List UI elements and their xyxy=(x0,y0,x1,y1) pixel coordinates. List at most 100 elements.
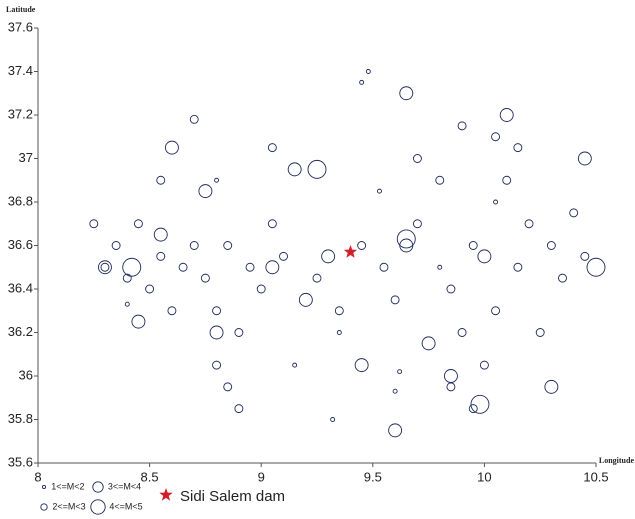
event-marker xyxy=(586,257,606,277)
event-marker xyxy=(479,360,489,370)
event-marker xyxy=(493,199,499,205)
y-tick-label: 35.8 xyxy=(8,411,33,426)
event-marker xyxy=(98,260,112,275)
y-tick-label: 36.4 xyxy=(8,280,33,295)
y-tick-label: 37 xyxy=(19,150,33,165)
event-marker xyxy=(513,262,523,272)
dam-marker xyxy=(343,245,358,258)
event-marker xyxy=(499,108,514,122)
event-marker xyxy=(298,292,313,307)
event-marker xyxy=(513,143,523,153)
event-marker xyxy=(502,175,512,185)
legend-label: 2<=M<3 xyxy=(52,501,85,511)
event-marker xyxy=(178,262,188,272)
event-marker xyxy=(145,284,155,294)
event-marker xyxy=(234,404,244,414)
event-marker xyxy=(214,177,220,183)
event-marker xyxy=(544,379,559,394)
event-marker xyxy=(223,382,233,392)
event-marker xyxy=(307,159,327,179)
event-marker xyxy=(388,423,403,438)
event-marker xyxy=(292,362,298,368)
event-marker xyxy=(234,328,244,337)
event-marker xyxy=(164,140,179,155)
event-marker xyxy=(212,306,222,316)
event-marker xyxy=(446,284,456,294)
event-marker xyxy=(223,241,233,250)
event-marker xyxy=(89,219,99,229)
legend-label: 3<=M<4 xyxy=(108,481,141,491)
event-marker xyxy=(390,295,400,305)
event-marker xyxy=(156,175,166,185)
x-tick-label: 9 xyxy=(258,469,265,484)
event-marker xyxy=(491,306,501,316)
event-marker xyxy=(212,360,222,370)
event-marker xyxy=(580,251,590,261)
event-marker xyxy=(124,301,130,307)
y-tick-label: 37.6 xyxy=(8,19,33,34)
legend-star xyxy=(159,488,173,501)
event-marker xyxy=(397,369,403,375)
event-marker xyxy=(377,188,382,194)
event-marker xyxy=(399,238,414,253)
event-marker xyxy=(437,264,443,270)
event-marker xyxy=(392,388,398,394)
legend-marker xyxy=(92,481,104,493)
event-marker xyxy=(267,219,277,229)
event-marker xyxy=(256,284,266,294)
event-marker xyxy=(334,306,344,316)
event-marker xyxy=(122,257,142,277)
legend-label: 1<=M<2 xyxy=(51,481,84,491)
event-marker xyxy=(321,249,336,264)
event-marker xyxy=(100,262,110,272)
event-marker xyxy=(468,241,478,250)
legend-label: Sidi Salem dam xyxy=(180,488,285,505)
event-marker xyxy=(457,328,467,337)
event-marker xyxy=(167,306,177,316)
event-marker xyxy=(131,314,146,329)
event-marker xyxy=(446,382,456,392)
event-marker xyxy=(279,251,288,261)
legend-marker xyxy=(40,503,48,511)
event-marker xyxy=(569,208,579,218)
x-axis-label: Longitude xyxy=(599,456,635,465)
event-marker xyxy=(412,154,422,163)
event-marker xyxy=(156,251,166,261)
event-marker xyxy=(365,69,371,74)
y-tick-label: 37.2 xyxy=(8,106,33,121)
event-marker xyxy=(336,330,342,335)
event-marker xyxy=(558,273,567,283)
event-marker xyxy=(122,273,132,283)
event-marker xyxy=(111,241,121,250)
event-marker xyxy=(535,328,545,337)
x-tick-label: 9.5 xyxy=(364,469,382,484)
event-marker xyxy=(577,151,592,166)
event-marker xyxy=(491,132,501,142)
y-tick-label: 36.6 xyxy=(8,237,33,252)
y-tick-label: 36.8 xyxy=(8,193,33,208)
y-tick-label: 36 xyxy=(19,367,33,382)
event-marker xyxy=(477,249,492,264)
event-marker xyxy=(435,175,445,185)
event-marker xyxy=(457,121,467,131)
event-marker xyxy=(443,369,458,383)
event-marker xyxy=(354,358,369,373)
y-tick-label: 37.4 xyxy=(8,63,33,78)
event-marker xyxy=(133,219,143,229)
event-marker xyxy=(189,114,199,124)
event-marker xyxy=(287,162,302,177)
y-tick-label: 36.2 xyxy=(8,324,33,339)
event-marker xyxy=(245,262,255,272)
event-marker xyxy=(198,184,213,199)
event-marker xyxy=(267,143,277,153)
event-marker xyxy=(312,273,322,283)
event-marker xyxy=(357,241,367,250)
event-marker xyxy=(524,219,534,229)
event-marker xyxy=(412,219,422,229)
event-marker xyxy=(209,325,224,340)
event-marker xyxy=(399,86,414,101)
event-marker xyxy=(153,227,168,242)
event-marker xyxy=(189,241,199,250)
